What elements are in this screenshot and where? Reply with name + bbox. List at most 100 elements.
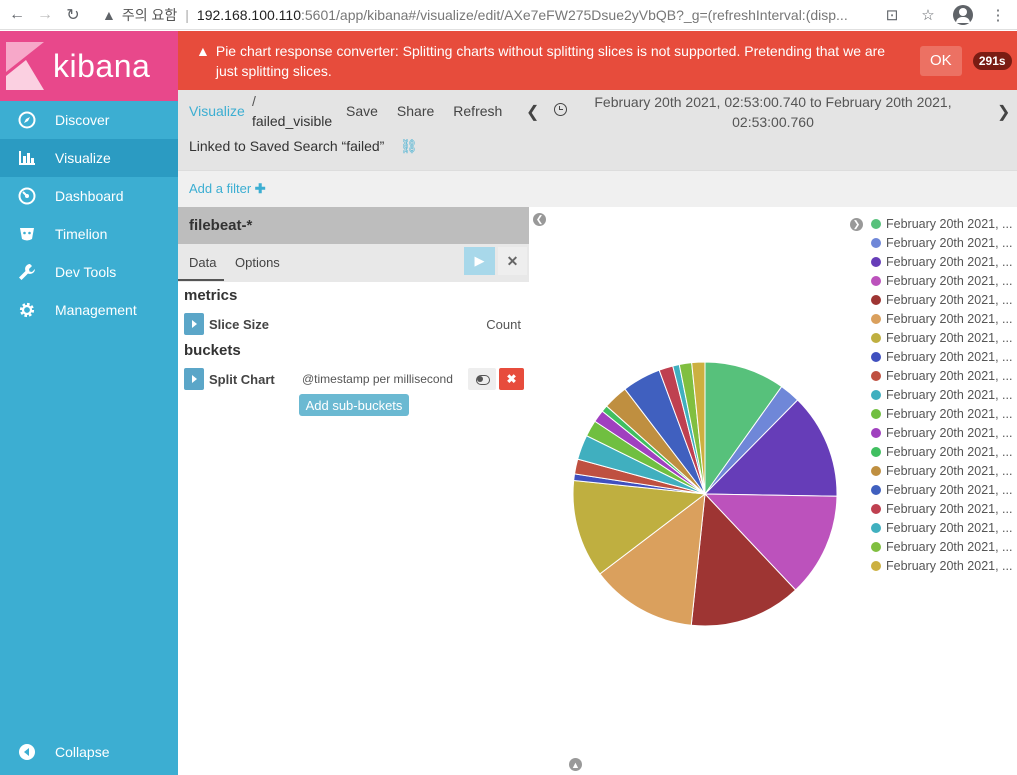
discard-changes-button[interactable]: ✕: [498, 247, 527, 275]
reload-icon[interactable]: ↻: [66, 6, 80, 24]
time-range-display[interactable]: February 20th 2021, 02:53:00.740 to Febr…: [594, 94, 952, 130]
clock-icon[interactable]: [554, 103, 567, 116]
filter-bar: Add a filter ✚: [178, 170, 1017, 207]
legend-item[interactable]: February 20th 2021, ...: [871, 366, 1017, 385]
remove-agg-button[interactable]: ✖: [499, 368, 524, 390]
legend-item[interactable]: February 20th 2021, ...: [871, 499, 1017, 518]
sidebar-item-timelion[interactable]: Timelion: [0, 215, 178, 253]
legend-swatch: [871, 541, 881, 552]
wrench-icon: [16, 261, 38, 283]
dismiss-error-button[interactable]: OK: [919, 45, 962, 76]
legend-swatch: [871, 408, 881, 419]
pie-slice-5[interactable]: [599, 492, 706, 626]
breadcrumb-visualize-link[interactable]: Visualize: [189, 103, 245, 119]
legend-label: February 20th 2021, ...: [886, 216, 1013, 231]
tab-options[interactable]: Options: [235, 255, 280, 270]
menu-dots-icon[interactable]: ⋮: [990, 6, 1006, 24]
url-separator: |: [185, 6, 189, 23]
legend-label: February 20th 2021, ...: [886, 273, 1013, 288]
sidebar-item-label: Dashboard: [55, 188, 124, 204]
kibana-sidebar: kibana Discover Visualize Dashboard Time…: [0, 31, 178, 775]
sidebar-item-dashboard[interactable]: Dashboard: [0, 177, 178, 215]
legend-item[interactable]: February 20th 2021, ...: [871, 252, 1017, 271]
legend-item[interactable]: February 20th 2021, ...: [871, 309, 1017, 328]
legend-item[interactable]: February 20th 2021, ...: [871, 518, 1017, 537]
pie-slice-0[interactable]: [704, 361, 783, 496]
legend-item[interactable]: February 20th 2021, ...: [871, 442, 1017, 461]
legend-toggle-icon[interactable]: ❯: [850, 218, 863, 231]
add-sub-buckets-button[interactable]: Add sub-buckets: [299, 394, 409, 416]
legend-item[interactable]: February 20th 2021, ...: [871, 556, 1017, 575]
star-icon[interactable]: ☆: [921, 6, 935, 24]
linked-saved-search: Linked to Saved Search “failed”: [189, 138, 385, 154]
legend-item[interactable]: February 20th 2021, ...: [871, 214, 1017, 233]
sidebar-item-visualize[interactable]: Visualize: [0, 139, 178, 177]
bucket-agg-row[interactable]: Split Chart @timestamp per millisecond ✖: [184, 368, 526, 390]
legend-item[interactable]: February 20th 2021, ...: [871, 328, 1017, 347]
legend-item[interactable]: February 20th 2021, ...: [871, 271, 1017, 290]
translate-icon[interactable]: ⊡: [885, 6, 899, 24]
apply-changes-button[interactable]: ▶: [464, 247, 495, 275]
toggle-visibility-icon[interactable]: [468, 368, 496, 390]
pie-slice-6[interactable]: [572, 479, 707, 575]
legend-swatch: [871, 427, 881, 438]
legend-label: February 20th 2021, ...: [886, 558, 1013, 573]
sidebar-item-discover[interactable]: Discover: [0, 101, 178, 139]
chevron-left-icon[interactable]: ❮: [526, 104, 540, 121]
legend-label: February 20th 2021, ...: [886, 482, 1013, 497]
legend-swatch: [871, 332, 881, 343]
legend-item[interactable]: February 20th 2021, ...: [871, 233, 1017, 252]
legend-item[interactable]: February 20th 2021, ...: [871, 385, 1017, 404]
save-button[interactable]: Save: [346, 103, 378, 119]
legend-swatch: [871, 351, 881, 362]
legend-label: February 20th 2021, ...: [886, 520, 1013, 535]
editor-tabs: Data Options ▶ ✕: [178, 244, 529, 282]
error-message: Pie chart response converter: Splitting …: [215, 42, 886, 79]
legend-swatch: [871, 560, 881, 571]
legend-item[interactable]: February 20th 2021, ...: [871, 537, 1017, 556]
profile-avatar[interactable]: [953, 4, 973, 25]
expand-toggle-icon[interactable]: [184, 368, 204, 390]
legend-label: February 20th 2021, ...: [886, 368, 1013, 383]
chevron-right-icon[interactable]: ❯: [997, 104, 1011, 121]
dashboard-icon: [16, 185, 38, 207]
sidebar-item-label: Dev Tools: [55, 264, 117, 280]
active-tab-indicator: [178, 279, 224, 281]
top-menu: Save Share Refresh: [346, 103, 521, 119]
pie-slice-3[interactable]: [703, 493, 838, 591]
forward-icon[interactable]: →: [37, 5, 53, 23]
share-button[interactable]: Share: [396, 103, 435, 119]
chevron-up-icon[interactable]: ▲: [569, 758, 582, 771]
legend-item[interactable]: February 20th 2021, ...: [871, 404, 1017, 423]
legend-swatch: [871, 275, 881, 286]
sidebar-item-management[interactable]: Management: [0, 291, 178, 329]
address-bar[interactable]: ▲ 주의 요함 | 192.168.100.110:5601/app/kiban…: [102, 5, 867, 25]
sidebar-item-dev-tools[interactable]: Dev Tools: [0, 253, 178, 291]
legend-item[interactable]: February 20th 2021, ...: [871, 480, 1017, 499]
legend-label: February 20th 2021, ...: [886, 387, 1013, 402]
tab-data[interactable]: Data: [189, 255, 217, 270]
sidebar-item-label: Discover: [55, 112, 110, 128]
pie-slice-2[interactable]: [703, 399, 838, 497]
legend-item[interactable]: February 20th 2021, ...: [871, 347, 1017, 366]
metric-agg-value: Count: [486, 317, 521, 332]
back-icon[interactable]: ←: [9, 5, 25, 23]
legend-item[interactable]: February 20th 2021, ...: [871, 423, 1017, 442]
add-filter-button[interactable]: Add a filter ✚: [189, 181, 266, 197]
sidebar-collapse[interactable]: Collapse: [0, 733, 178, 771]
expand-toggle-icon[interactable]: [184, 313, 204, 335]
collapse-sidebar-icon[interactable]: ❮: [533, 213, 546, 226]
metric-agg-row[interactable]: Slice Size Count: [184, 313, 526, 335]
legend-item[interactable]: February 20th 2021, ...: [871, 461, 1017, 480]
pie-slice-18[interactable]: [691, 361, 706, 495]
unlink-icon[interactable]: ⛓: [400, 138, 418, 154]
breadcrumb-separator: /: [252, 93, 256, 109]
pie-slice-4[interactable]: [690, 492, 797, 627]
kibana-logo[interactable]: kibana: [0, 31, 178, 101]
refresh-button[interactable]: Refresh: [453, 103, 503, 119]
legend-item[interactable]: February 20th 2021, ...: [871, 290, 1017, 309]
legend-swatch: [871, 256, 881, 267]
metrics-section-title: metrics: [184, 287, 238, 304]
legend-label: February 20th 2021, ...: [886, 463, 1013, 478]
browser-toolbar: ← → ↻ ▲ 주의 요함 | 192.168.100.110:5601/app…: [0, 0, 1017, 30]
